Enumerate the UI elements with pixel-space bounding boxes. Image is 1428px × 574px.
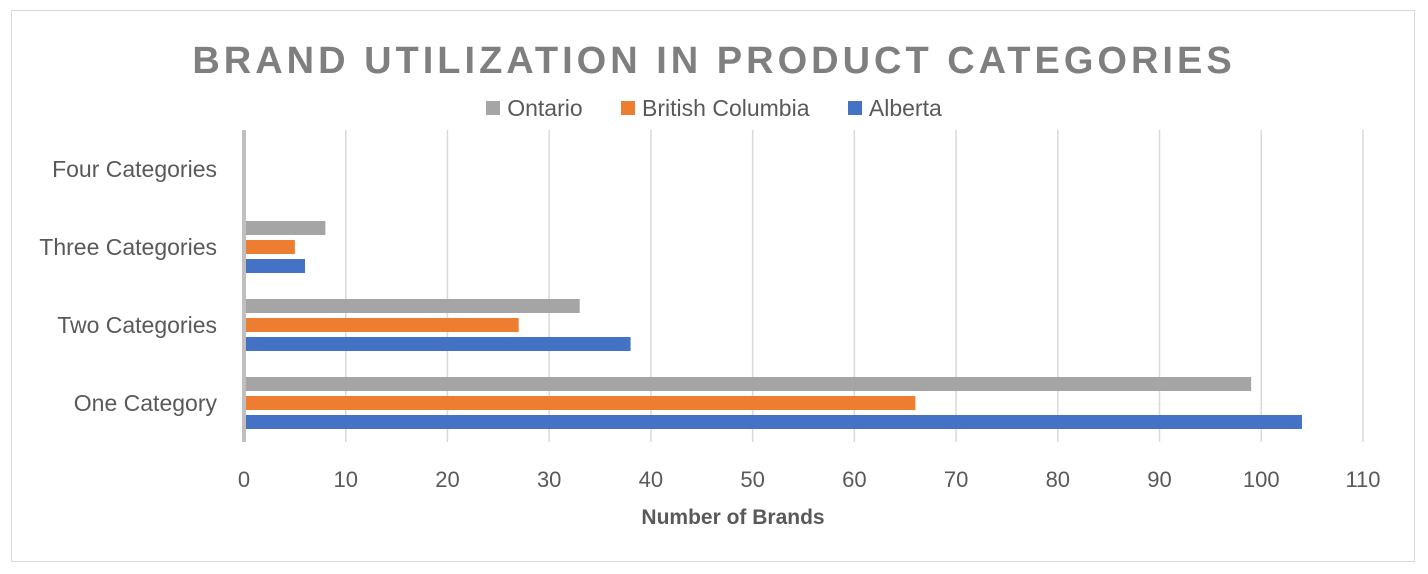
bar-alberta-two-categories bbox=[246, 337, 631, 351]
legend-swatch-alberta bbox=[847, 101, 862, 115]
bar-ontario-two-categories bbox=[246, 299, 580, 313]
legend-item-alberta: Alberta bbox=[847, 94, 942, 122]
category-label-two-categories: Two Categories bbox=[57, 312, 217, 338]
x-tick-label-70: 70 bbox=[944, 467, 968, 492]
legend-label-alberta: Alberta bbox=[868, 94, 942, 121]
x-tick-label-80: 80 bbox=[1046, 467, 1070, 492]
legend-item-british-columbia: British Columbia bbox=[621, 94, 810, 122]
x-tick-label-10: 10 bbox=[333, 467, 357, 492]
x-tick-label-0: 0 bbox=[238, 467, 250, 492]
bar-alberta-three-categories bbox=[246, 259, 306, 273]
x-tick-label-60: 60 bbox=[842, 467, 866, 492]
legend-label-british-columbia: British Columbia bbox=[642, 94, 810, 121]
legend-item-ontario: Ontario bbox=[486, 94, 583, 122]
x-tick-label-20: 20 bbox=[435, 467, 459, 492]
legend-swatch-british-columbia bbox=[621, 101, 636, 115]
bar-british-columbia-two-categories bbox=[246, 318, 519, 332]
x-tick-label-40: 40 bbox=[639, 467, 663, 492]
bar-british-columbia-three-categories bbox=[246, 240, 295, 254]
x-tick-label-100: 100 bbox=[1243, 467, 1280, 492]
category-label-three-categories: Three Categories bbox=[39, 234, 217, 260]
bar-ontario-one-category bbox=[246, 377, 1252, 391]
category-label-one-category: One Category bbox=[74, 390, 218, 416]
x-axis-title: Number of Brands bbox=[641, 506, 824, 529]
chart-legend: Ontario British Columbia Alberta bbox=[0, 94, 1428, 122]
x-tick-label-30: 30 bbox=[537, 467, 561, 492]
category-label-four-categories: Four Categories bbox=[52, 156, 217, 182]
x-tick-label-110: 110 bbox=[1345, 467, 1380, 492]
x-tick-label-90: 90 bbox=[1147, 467, 1171, 492]
chart-title: BRAND UTILIZATION IN PRODUCT CATEGORIES bbox=[192, 40, 1236, 82]
x-tick-label-50: 50 bbox=[740, 467, 764, 492]
legend-swatch-ontario bbox=[486, 101, 501, 115]
bar-ontario-three-categories bbox=[246, 221, 326, 235]
legend-label-ontario: Ontario bbox=[507, 94, 583, 121]
bar-alberta-one-category bbox=[246, 415, 1302, 429]
bar-british-columbia-one-category bbox=[246, 396, 916, 410]
